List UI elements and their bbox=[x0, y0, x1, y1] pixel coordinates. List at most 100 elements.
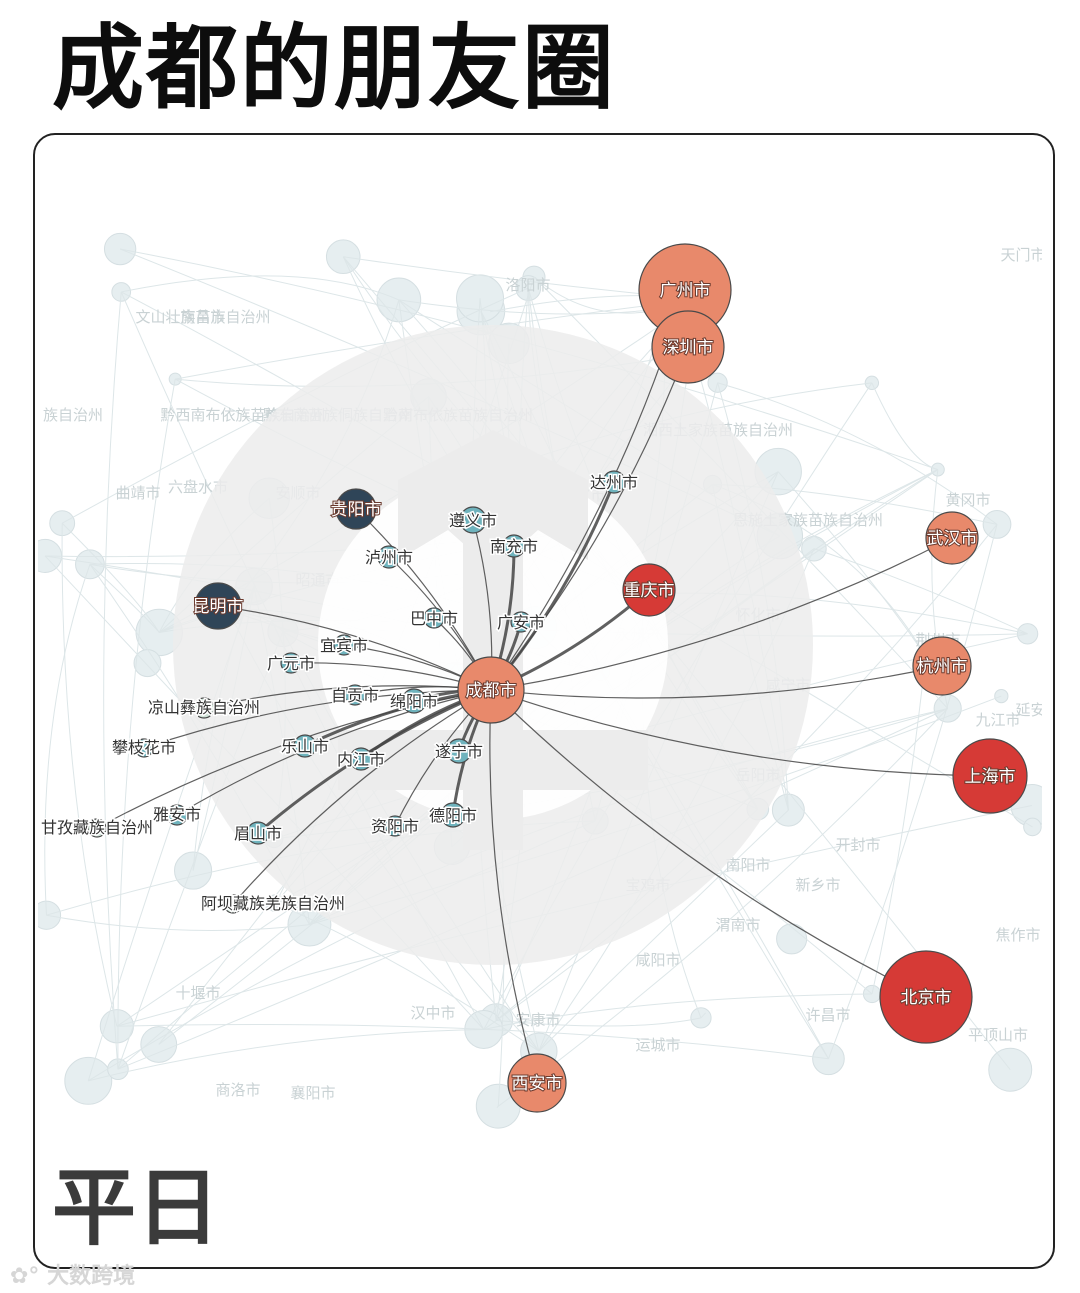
node-circle[interactable] bbox=[384, 815, 406, 837]
node-circle[interactable] bbox=[246, 821, 270, 845]
background-label: 商洛市 bbox=[215, 1081, 260, 1099]
node[interactable]: 阿坝藏族羌族自治州 bbox=[199, 893, 346, 915]
node[interactable]: 达州市 bbox=[588, 470, 640, 494]
node-circle[interactable] bbox=[622, 563, 676, 617]
node-label: 雅安市 bbox=[153, 805, 201, 824]
node-label: 绵阳市 bbox=[390, 692, 438, 711]
background-edge bbox=[538, 809, 789, 1052]
background-edge bbox=[871, 656, 927, 995]
node-circle[interactable] bbox=[344, 684, 366, 706]
node-circle[interactable] bbox=[193, 697, 215, 719]
node[interactable]: 乐山市 bbox=[279, 734, 331, 758]
node[interactable]: 杭州市 bbox=[912, 636, 972, 696]
node[interactable]: 北京市 bbox=[879, 950, 973, 1044]
node[interactable]: 宜宾市 bbox=[318, 634, 370, 657]
node[interactable]: 绵阳市 bbox=[388, 688, 440, 714]
node[interactable]: 雅安市 bbox=[151, 804, 203, 826]
edge bbox=[143, 689, 492, 749]
node-label: 巴中市 bbox=[410, 609, 458, 628]
edge bbox=[96, 689, 492, 829]
node-circle[interactable] bbox=[952, 738, 1028, 814]
node[interactable]: 内江市 bbox=[335, 747, 387, 771]
background-edge bbox=[398, 299, 665, 315]
node-label: 昆明市 bbox=[193, 597, 244, 617]
background-label: 开封市 bbox=[835, 836, 880, 854]
node-circle[interactable] bbox=[293, 734, 317, 758]
node-circle[interactable] bbox=[166, 804, 188, 826]
node-circle[interactable] bbox=[223, 894, 243, 914]
edge bbox=[176, 689, 492, 816]
node-circle[interactable] bbox=[134, 738, 154, 758]
node-circle[interactable] bbox=[423, 607, 445, 629]
node[interactable]: 遂宁市 bbox=[433, 738, 485, 764]
node-label: 成都市 bbox=[466, 681, 517, 701]
node-label: 广安市 bbox=[497, 613, 545, 632]
node[interactable]: 遵义市 bbox=[447, 506, 499, 534]
background-edge bbox=[121, 275, 400, 301]
node-circle[interactable] bbox=[507, 1053, 567, 1113]
node[interactable]: 甘孜藏族自治州 bbox=[39, 817, 154, 839]
node-circle[interactable] bbox=[459, 506, 487, 534]
node-circle[interactable] bbox=[925, 511, 979, 565]
background-label: 襄阳市 bbox=[290, 1084, 335, 1102]
node-label: 深圳市 bbox=[663, 338, 714, 358]
node[interactable]: 重庆市 bbox=[622, 563, 676, 617]
node-circle[interactable] bbox=[280, 652, 302, 674]
network-graph: 文山壮族苗族自治州黔西南布依族苗族自治州黔东南苗族侗族自治州黔南布依族苗族自治州… bbox=[38, 230, 1042, 1136]
node[interactable]: 贵阳市 bbox=[330, 488, 383, 530]
node-label: 杭州市 bbox=[917, 657, 968, 677]
background-edge bbox=[871, 382, 938, 471]
background-label: 十堰市 bbox=[175, 984, 220, 1002]
node-circle[interactable] bbox=[651, 310, 725, 384]
node[interactable]: 广安市 bbox=[495, 611, 547, 634]
background-edge bbox=[116, 1024, 829, 1060]
node-circle[interactable] bbox=[194, 582, 242, 630]
node-circle[interactable] bbox=[87, 818, 107, 838]
node-circle[interactable] bbox=[377, 545, 401, 569]
background-label: 安康市 bbox=[515, 1011, 560, 1029]
node-circle[interactable] bbox=[510, 611, 532, 633]
node-label: 攀枝花市 bbox=[112, 738, 176, 757]
node[interactable]: 自贡市 bbox=[329, 684, 381, 707]
node[interactable]: 南充市 bbox=[488, 534, 540, 558]
background-label: 焦作市 bbox=[995, 926, 1040, 944]
node-circle[interactable] bbox=[446, 738, 472, 764]
node-circle[interactable] bbox=[502, 534, 526, 558]
background-edge bbox=[89, 563, 160, 633]
background-label: 曲靖市 bbox=[115, 484, 160, 502]
background-edge bbox=[496, 1105, 499, 1109]
node[interactable]: 成都市 bbox=[457, 656, 525, 724]
source-watermark: ✿° 大数跨境 bbox=[10, 1264, 136, 1289]
background-edge bbox=[700, 1012, 706, 1019]
node-circle[interactable] bbox=[335, 488, 377, 530]
node[interactable]: 眉山市 bbox=[232, 821, 284, 845]
node-label: 凉山彝族自治州 bbox=[148, 698, 260, 717]
background-label: 新乡市 bbox=[795, 876, 840, 894]
node[interactable]: 德阳市 bbox=[427, 802, 479, 828]
node[interactable]: 巴中市 bbox=[408, 607, 460, 630]
node[interactable]: 昆明市 bbox=[192, 582, 245, 630]
node[interactable]: 广元市 bbox=[265, 652, 317, 675]
node[interactable]: 攀枝花市 bbox=[110, 737, 177, 759]
node[interactable]: 西安市 bbox=[507, 1053, 567, 1113]
node[interactable]: 泸州市 bbox=[363, 545, 415, 569]
node-circle[interactable] bbox=[333, 634, 355, 656]
node-circle[interactable] bbox=[602, 470, 626, 494]
node-circle[interactable] bbox=[440, 802, 466, 828]
node[interactable]: 广州市 bbox=[638, 243, 732, 337]
node[interactable]: 资阳市 bbox=[369, 815, 421, 838]
network-graph-svg: 文山壮族苗族自治州黔西南布依族苗族自治州黔东南苗族侗族自治州黔南布依族苗族自治州… bbox=[38, 232, 1042, 1129]
background-label: 渭南市 bbox=[715, 916, 760, 934]
node[interactable]: 凉山彝族自治州 bbox=[146, 697, 262, 719]
node[interactable]: 上海市 bbox=[952, 738, 1028, 814]
node[interactable]: 武汉市 bbox=[925, 511, 979, 565]
node-circle[interactable] bbox=[457, 656, 525, 724]
node-circle[interactable] bbox=[879, 950, 973, 1044]
node[interactable]: 深圳市 bbox=[651, 310, 725, 384]
node-circle[interactable] bbox=[912, 636, 972, 696]
background-edge bbox=[777, 471, 927, 657]
period-caption: 平日 bbox=[52, 1159, 221, 1257]
node-circle[interactable] bbox=[401, 688, 427, 714]
node-circle[interactable] bbox=[349, 747, 373, 771]
